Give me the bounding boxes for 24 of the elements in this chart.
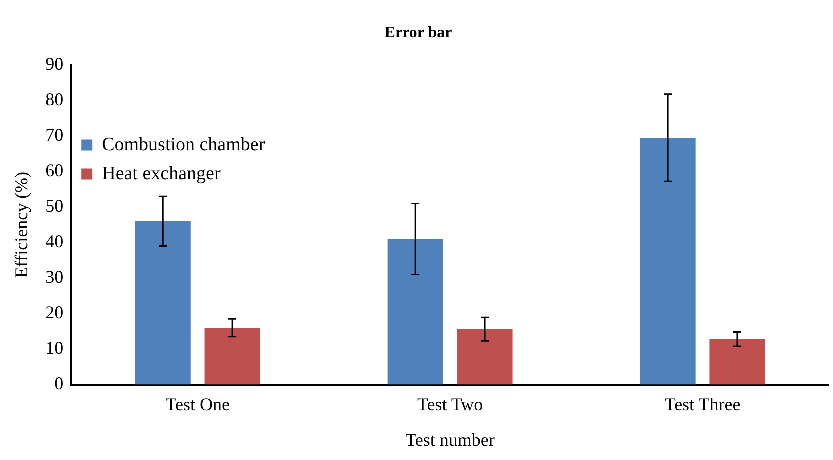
x-axis-title: Test number: [406, 430, 495, 450]
bar: [710, 339, 766, 385]
x-tick-label: Test One: [166, 394, 230, 414]
y-tick-label: 90: [46, 54, 64, 74]
bar: [640, 138, 696, 385]
y-tick-label: 10: [46, 338, 64, 358]
y-axis-title: Efficiency (%): [12, 172, 32, 278]
legend-label: Combustion chamber: [102, 134, 266, 156]
y-tick-label: 40: [46, 231, 64, 252]
x-tick-label: Test Three: [664, 394, 741, 414]
y-tick-label: 30: [46, 267, 64, 287]
y-tick-label: 20: [46, 302, 64, 323]
bar: [388, 239, 444, 385]
chart-title: Error bar: [384, 24, 452, 42]
bar: [457, 329, 513, 385]
y-tick-label: 60: [46, 160, 64, 180]
y-tick-label: 0: [54, 374, 64, 394]
y-tick-label: 50: [46, 196, 64, 216]
y-tick-label: 80: [46, 89, 64, 110]
x-tick-label: Test Two: [417, 394, 484, 414]
legend-label: Heat exchanger: [102, 163, 222, 184]
y-tick-label: 70: [46, 124, 64, 145]
bar: [135, 221, 191, 385]
bar: [204, 328, 260, 385]
